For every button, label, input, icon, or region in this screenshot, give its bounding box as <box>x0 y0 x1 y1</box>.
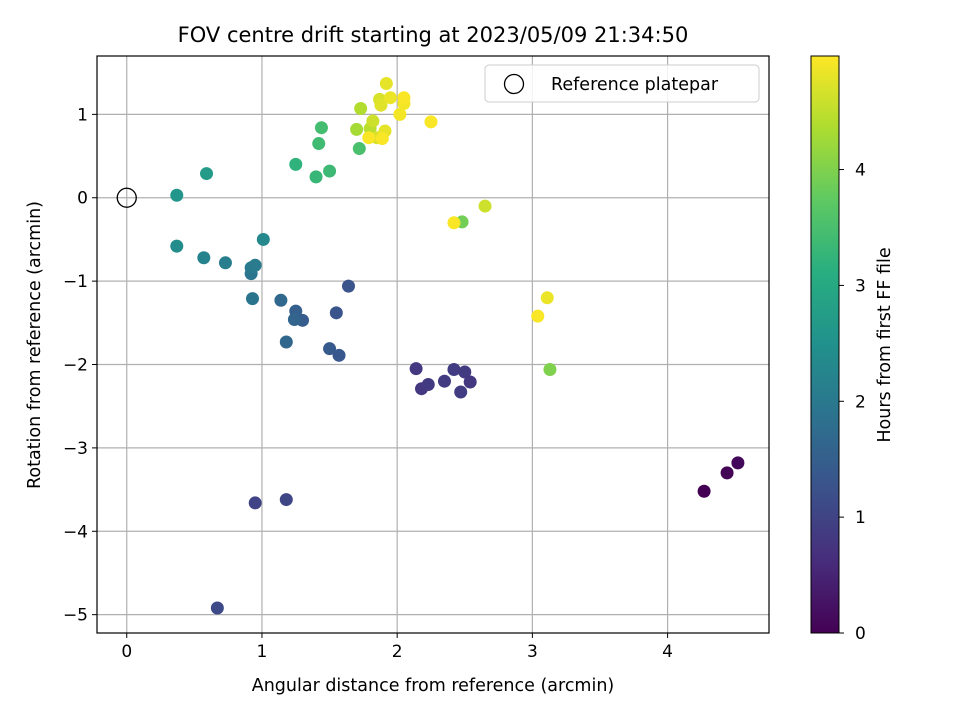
data-point <box>274 293 288 307</box>
x-tick-label: 1 <box>257 642 268 662</box>
y-axis-ticks: 1 0 −1 −2 −3 −4 −5 <box>63 105 97 626</box>
y-tick-label: 0 <box>77 189 88 209</box>
reference-marker-group <box>116 187 137 208</box>
colorbar-tick-label: 4 <box>855 161 866 181</box>
y-tick-label: −2 <box>63 356 88 376</box>
data-point <box>323 164 337 178</box>
data-point <box>200 167 214 181</box>
reference-platepar-marker <box>116 187 137 208</box>
colorbar-tick-label: 0 <box>855 624 866 644</box>
data-point <box>379 77 393 91</box>
x-axis-ticks: 0 1 2 3 4 <box>121 633 673 662</box>
data-point <box>409 362 423 376</box>
plot-area: 0 1 2 3 4 1 0 −1 −2 −3 −4 −5 <box>63 55 770 662</box>
data-point <box>531 309 545 323</box>
x-tick-label: 0 <box>121 642 132 662</box>
data-point <box>289 157 303 171</box>
data-point <box>210 601 224 615</box>
data-point <box>279 493 293 507</box>
colorbar-tick-label: 3 <box>855 276 866 296</box>
data-point <box>720 466 734 480</box>
data-point <box>540 291 554 305</box>
colorbar-gradient <box>810 55 840 634</box>
data-point <box>543 363 557 377</box>
data-point <box>383 91 397 105</box>
grid-lines <box>97 56 769 633</box>
data-point <box>341 279 355 293</box>
data-point <box>248 496 262 510</box>
legend-entry-reference-platepar: Reference platepar <box>551 75 719 95</box>
y-axis-label: Rotation from reference (arcmin) <box>25 201 45 489</box>
data-point <box>424 115 438 129</box>
data-point <box>463 375 477 389</box>
y-tick-label: 1 <box>77 105 88 125</box>
x-tick-label: 4 <box>662 642 673 662</box>
colorbar-tick-label: 2 <box>855 392 866 412</box>
colorbar: 0 1 2 3 4 Hours from first FF file <box>810 55 895 644</box>
scatter-points <box>170 77 745 615</box>
data-point <box>309 170 323 184</box>
data-point <box>352 142 366 156</box>
data-point <box>447 363 461 377</box>
data-point <box>350 122 364 136</box>
data-point <box>256 232 270 246</box>
data-point <box>437 374 451 388</box>
data-point <box>329 306 343 320</box>
data-point <box>458 365 472 379</box>
data-point <box>323 342 337 356</box>
x-tick-label: 2 <box>392 642 403 662</box>
data-point <box>374 98 388 112</box>
data-point <box>197 251 211 265</box>
data-point <box>279 335 293 349</box>
y-tick-label: −4 <box>63 522 88 542</box>
data-point <box>375 132 389 146</box>
data-point <box>354 102 368 116</box>
data-point <box>731 456 745 470</box>
data-point <box>170 188 184 202</box>
colorbar-tick-label: 1 <box>855 508 866 528</box>
x-tick-label: 3 <box>527 642 538 662</box>
y-tick-label: −5 <box>63 606 88 626</box>
legend-box <box>484 64 760 103</box>
data-point <box>397 91 411 105</box>
data-point <box>312 137 326 151</box>
colorbar-ticks: 0 1 2 3 4 <box>839 161 866 644</box>
data-point <box>170 239 184 253</box>
plot-background <box>97 56 769 633</box>
colorbar-label: Hours from first FF file <box>875 247 895 442</box>
data-point <box>454 385 468 399</box>
x-axis-label: Angular distance from reference (arcmin) <box>252 676 615 696</box>
y-tick-label: −1 <box>63 272 88 292</box>
data-point <box>287 312 301 326</box>
y-tick-label: −3 <box>63 439 88 459</box>
legend: Reference platepar <box>484 64 760 103</box>
data-point <box>362 131 376 145</box>
data-point <box>478 199 492 213</box>
data-point <box>447 216 461 230</box>
data-point <box>245 292 259 306</box>
data-point <box>248 258 262 272</box>
data-point <box>366 114 380 128</box>
data-point <box>332 348 346 362</box>
legend-reference-marker <box>503 73 525 95</box>
data-point <box>697 484 711 498</box>
data-point <box>421 378 435 392</box>
data-point <box>314 121 328 135</box>
data-point <box>218 256 232 270</box>
chart-title: FOV centre drift starting at 2023/05/09 … <box>178 23 689 47</box>
data-point <box>393 107 407 121</box>
plot-frame <box>96 55 770 634</box>
